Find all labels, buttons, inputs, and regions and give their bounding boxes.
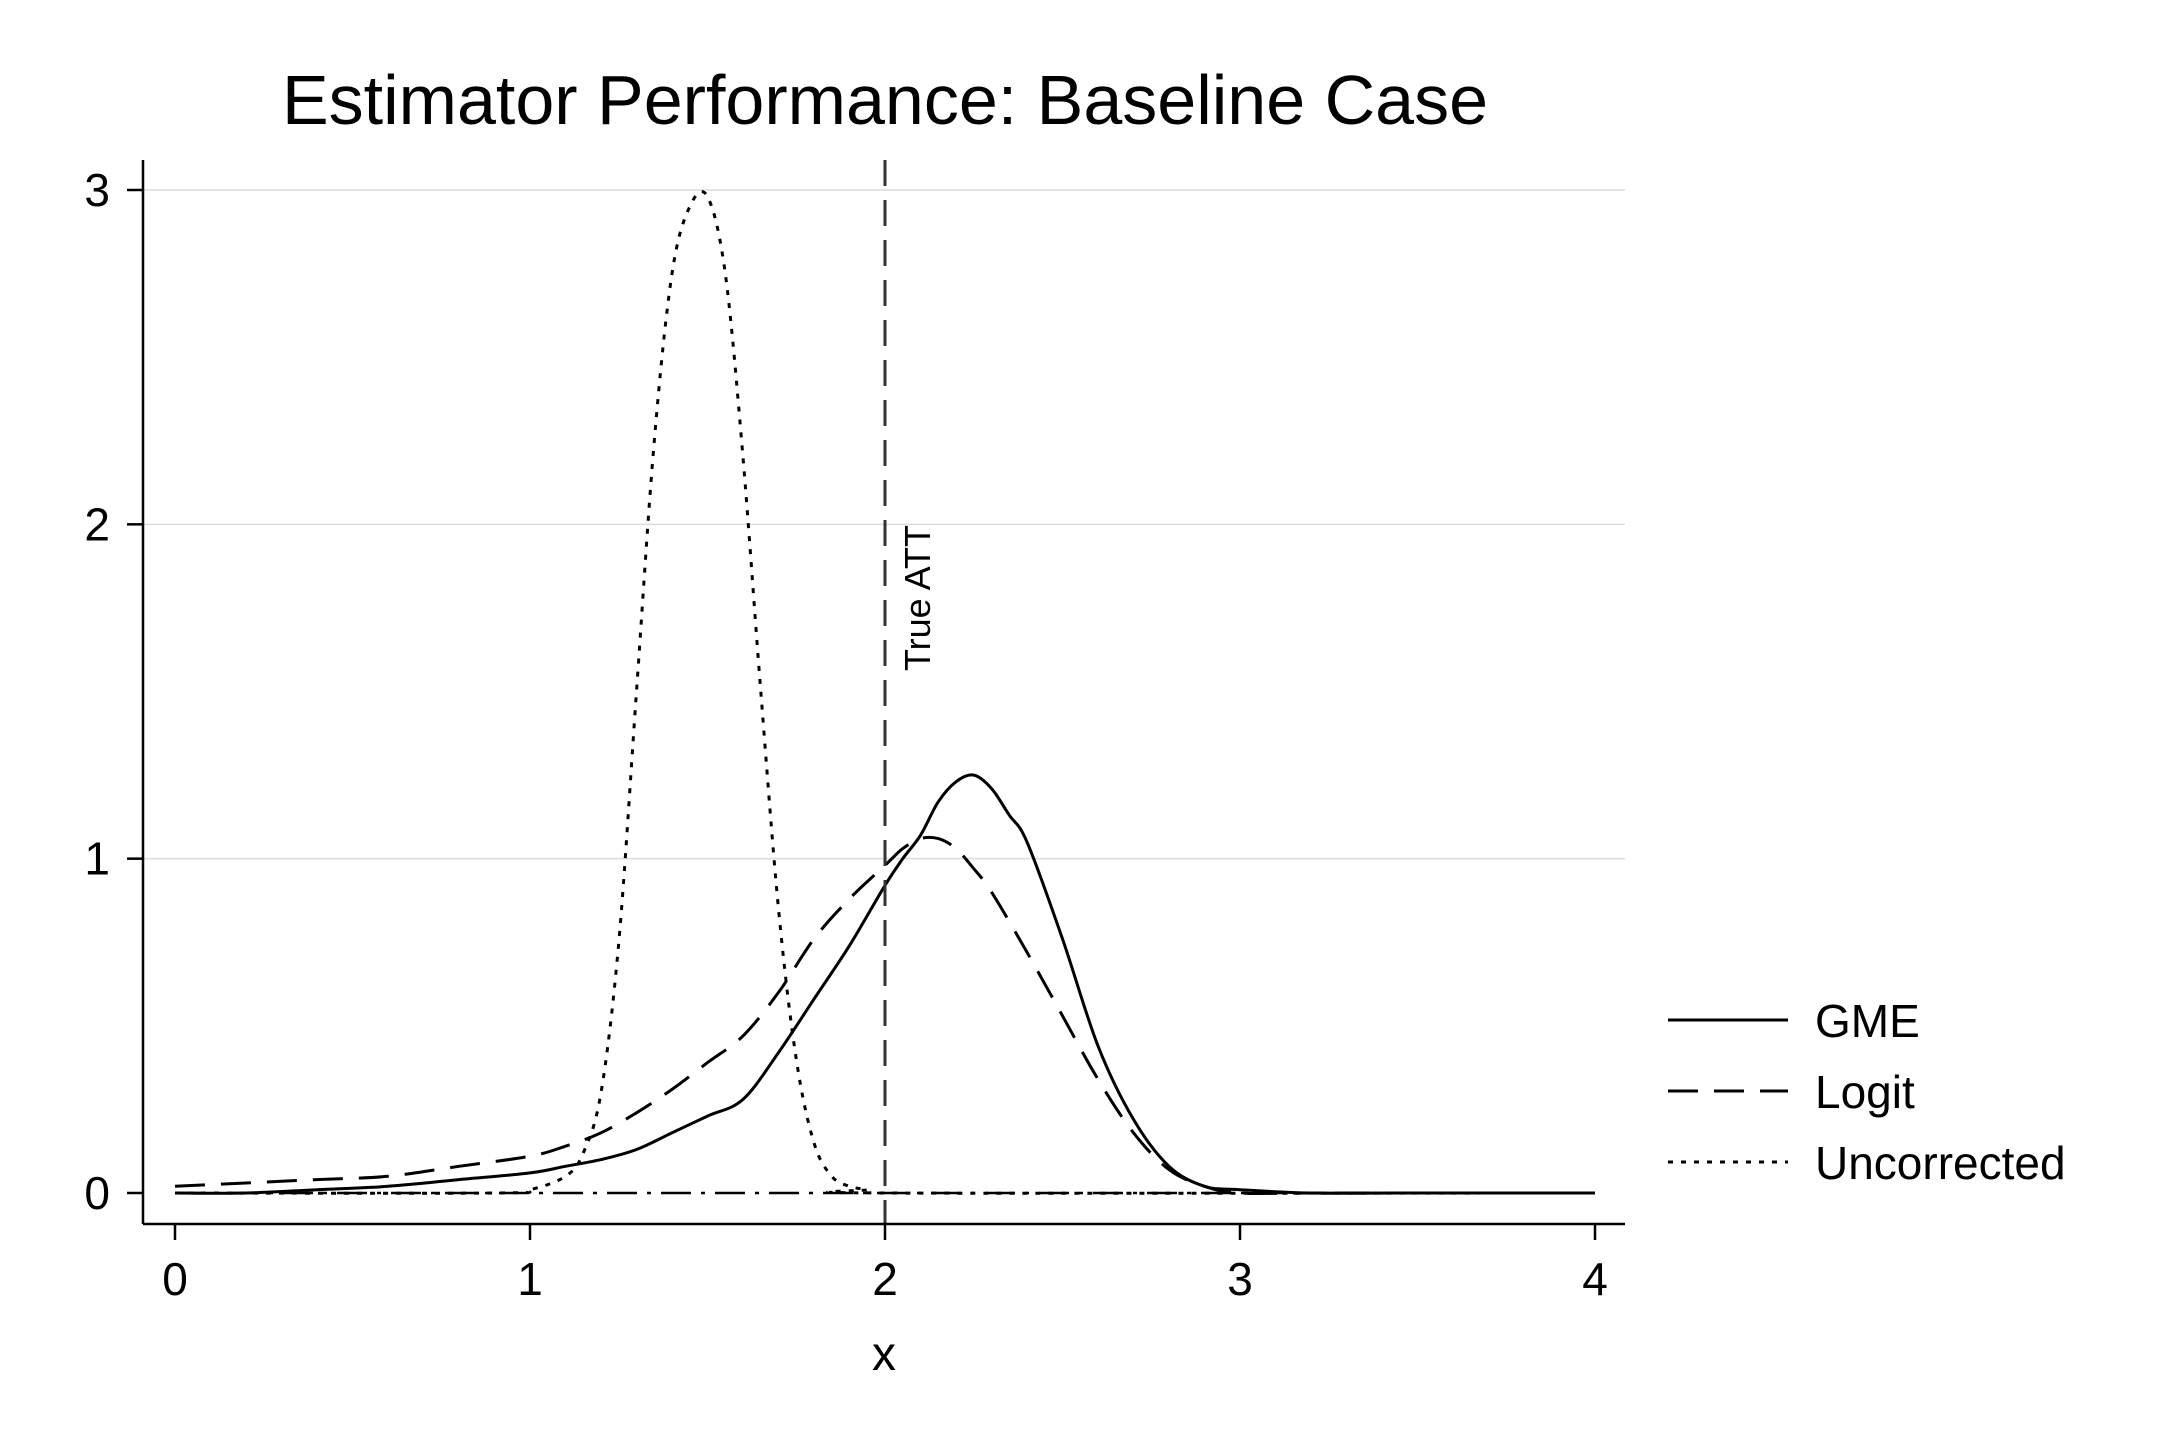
chart-title: Estimator Performance: Baseline Case	[282, 61, 1488, 139]
legend-label-uncorrected: Uncorrected	[1815, 1137, 2066, 1189]
reference-line-group: True ATT	[883, 160, 938, 1224]
legend-label-gme: GME	[1815, 995, 1920, 1047]
x-axis-title: x	[872, 1328, 896, 1381]
reference-line-label: True ATT	[897, 525, 938, 671]
ticks: 0 1 2 3 4 0 1 2 3	[84, 164, 1607, 1305]
x-tick-label: 4	[1582, 1253, 1608, 1305]
y-tick-label: 2	[84, 498, 110, 550]
legend-label-logit: Logit	[1815, 1066, 1915, 1118]
series-line-logit	[174, 835, 1595, 1195]
y-tick-label: 1	[84, 833, 110, 885]
plot-series	[174, 190, 1596, 1195]
y-tick-label: 0	[84, 1167, 110, 1219]
x-tick-label: 0	[162, 1253, 188, 1305]
series-line-uncorrected	[174, 190, 1596, 1195]
x-tick-label: 3	[1227, 1253, 1253, 1305]
series-line-gme	[174, 773, 1595, 1195]
x-tick-label: 1	[517, 1253, 543, 1305]
y-tick-label: 3	[84, 164, 110, 216]
legend: GME Logit Uncorrected	[1668, 995, 2066, 1189]
x-tick-label: 2	[872, 1253, 898, 1305]
